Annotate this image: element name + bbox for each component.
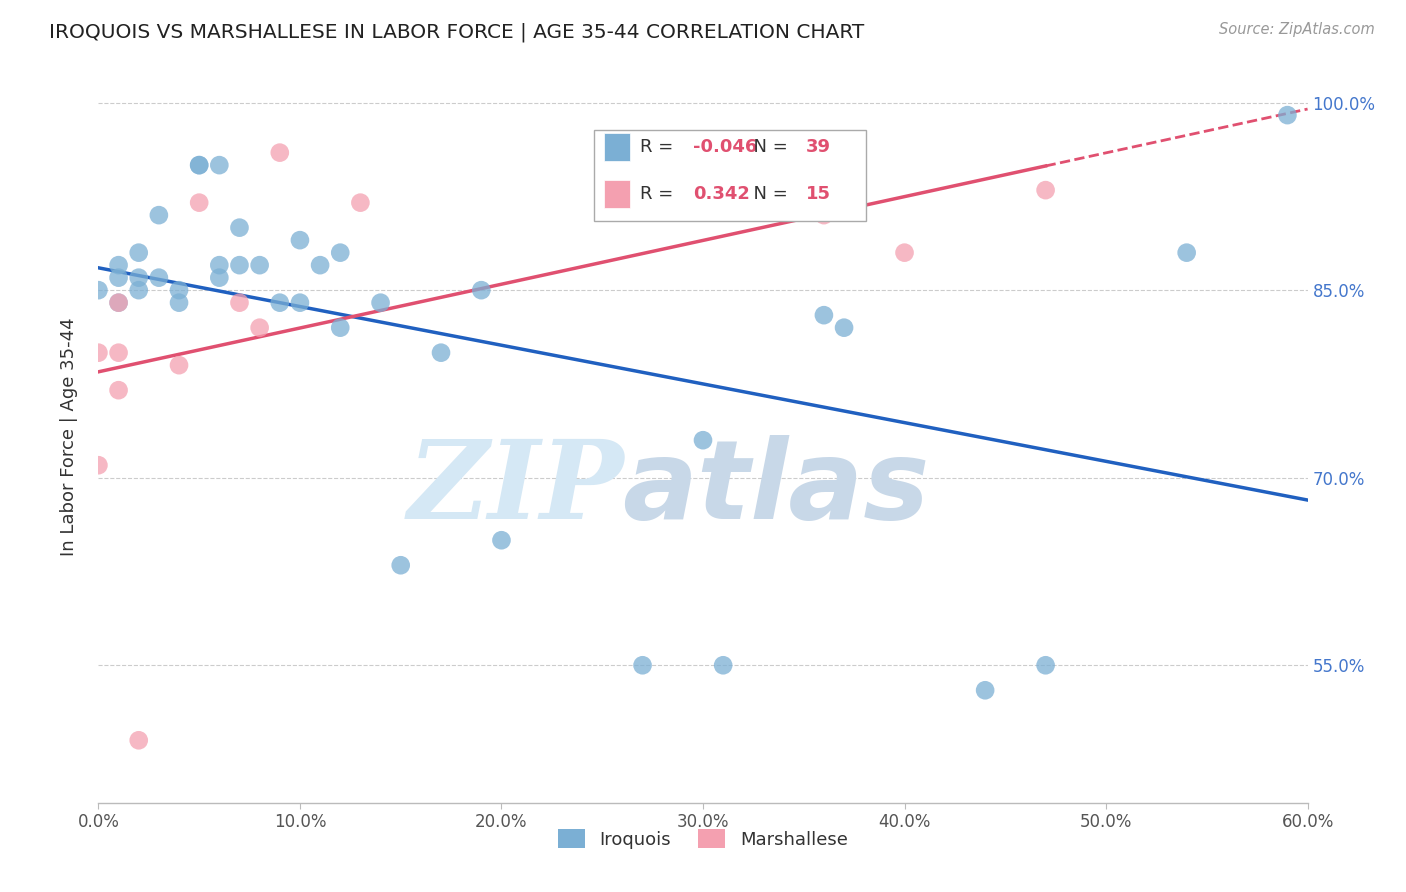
Y-axis label: In Labor Force | Age 35-44: In Labor Force | Age 35-44	[59, 318, 77, 557]
Point	[128, 733, 150, 747]
Point	[107, 258, 129, 272]
Point	[1035, 658, 1057, 673]
Point	[228, 220, 250, 235]
Point	[128, 270, 150, 285]
Point	[208, 270, 231, 285]
Point	[107, 295, 129, 310]
Point	[309, 258, 332, 272]
Point	[1277, 108, 1299, 122]
Point	[631, 658, 654, 673]
Point	[349, 195, 371, 210]
Point	[107, 270, 129, 285]
Point	[813, 308, 835, 322]
Point	[107, 295, 129, 310]
Text: ZIP: ZIP	[408, 434, 624, 542]
Point	[389, 558, 412, 573]
Point	[491, 533, 513, 548]
Point	[269, 295, 291, 310]
Text: 39: 39	[806, 137, 831, 156]
Point	[208, 258, 231, 272]
Point	[228, 258, 250, 272]
Point	[249, 320, 271, 334]
Point	[228, 295, 250, 310]
Point	[288, 233, 311, 247]
FancyBboxPatch shape	[595, 130, 866, 221]
Text: N =: N =	[742, 186, 793, 203]
Point	[128, 245, 150, 260]
Point	[167, 295, 190, 310]
Point	[87, 458, 110, 473]
Point	[167, 283, 190, 297]
Text: R =: R =	[640, 186, 679, 203]
Text: Source: ZipAtlas.com: Source: ZipAtlas.com	[1219, 22, 1375, 37]
Text: atlas: atlas	[621, 434, 929, 541]
Legend: Iroquois, Marshallese: Iroquois, Marshallese	[551, 822, 855, 856]
Bar	[603, 180, 630, 208]
Text: 0.342: 0.342	[693, 186, 751, 203]
Text: R =: R =	[640, 137, 679, 156]
Point	[893, 245, 915, 260]
Point	[87, 345, 110, 359]
Point	[188, 195, 211, 210]
Point	[148, 208, 170, 222]
Point	[430, 345, 453, 359]
Text: N =: N =	[742, 137, 793, 156]
Point	[974, 683, 997, 698]
Point	[128, 283, 150, 297]
Point	[188, 158, 211, 172]
Point	[1035, 183, 1057, 197]
Point	[329, 320, 352, 334]
Point	[711, 658, 734, 673]
Point	[269, 145, 291, 160]
Point	[370, 295, 392, 310]
Point	[249, 258, 271, 272]
Point	[813, 208, 835, 222]
Bar	[603, 133, 630, 161]
Point	[329, 245, 352, 260]
Point	[148, 270, 170, 285]
Point	[832, 320, 855, 334]
Point	[107, 345, 129, 359]
Point	[692, 434, 714, 448]
Point	[107, 383, 129, 397]
Point	[188, 158, 211, 172]
Point	[167, 358, 190, 372]
Point	[87, 283, 110, 297]
Text: -0.046: -0.046	[693, 137, 758, 156]
Point	[470, 283, 492, 297]
Text: 15: 15	[806, 186, 831, 203]
Point	[1175, 245, 1198, 260]
Text: IROQUOIS VS MARSHALLESE IN LABOR FORCE | AGE 35-44 CORRELATION CHART: IROQUOIS VS MARSHALLESE IN LABOR FORCE |…	[49, 22, 865, 42]
Point	[288, 295, 311, 310]
Point	[208, 158, 231, 172]
